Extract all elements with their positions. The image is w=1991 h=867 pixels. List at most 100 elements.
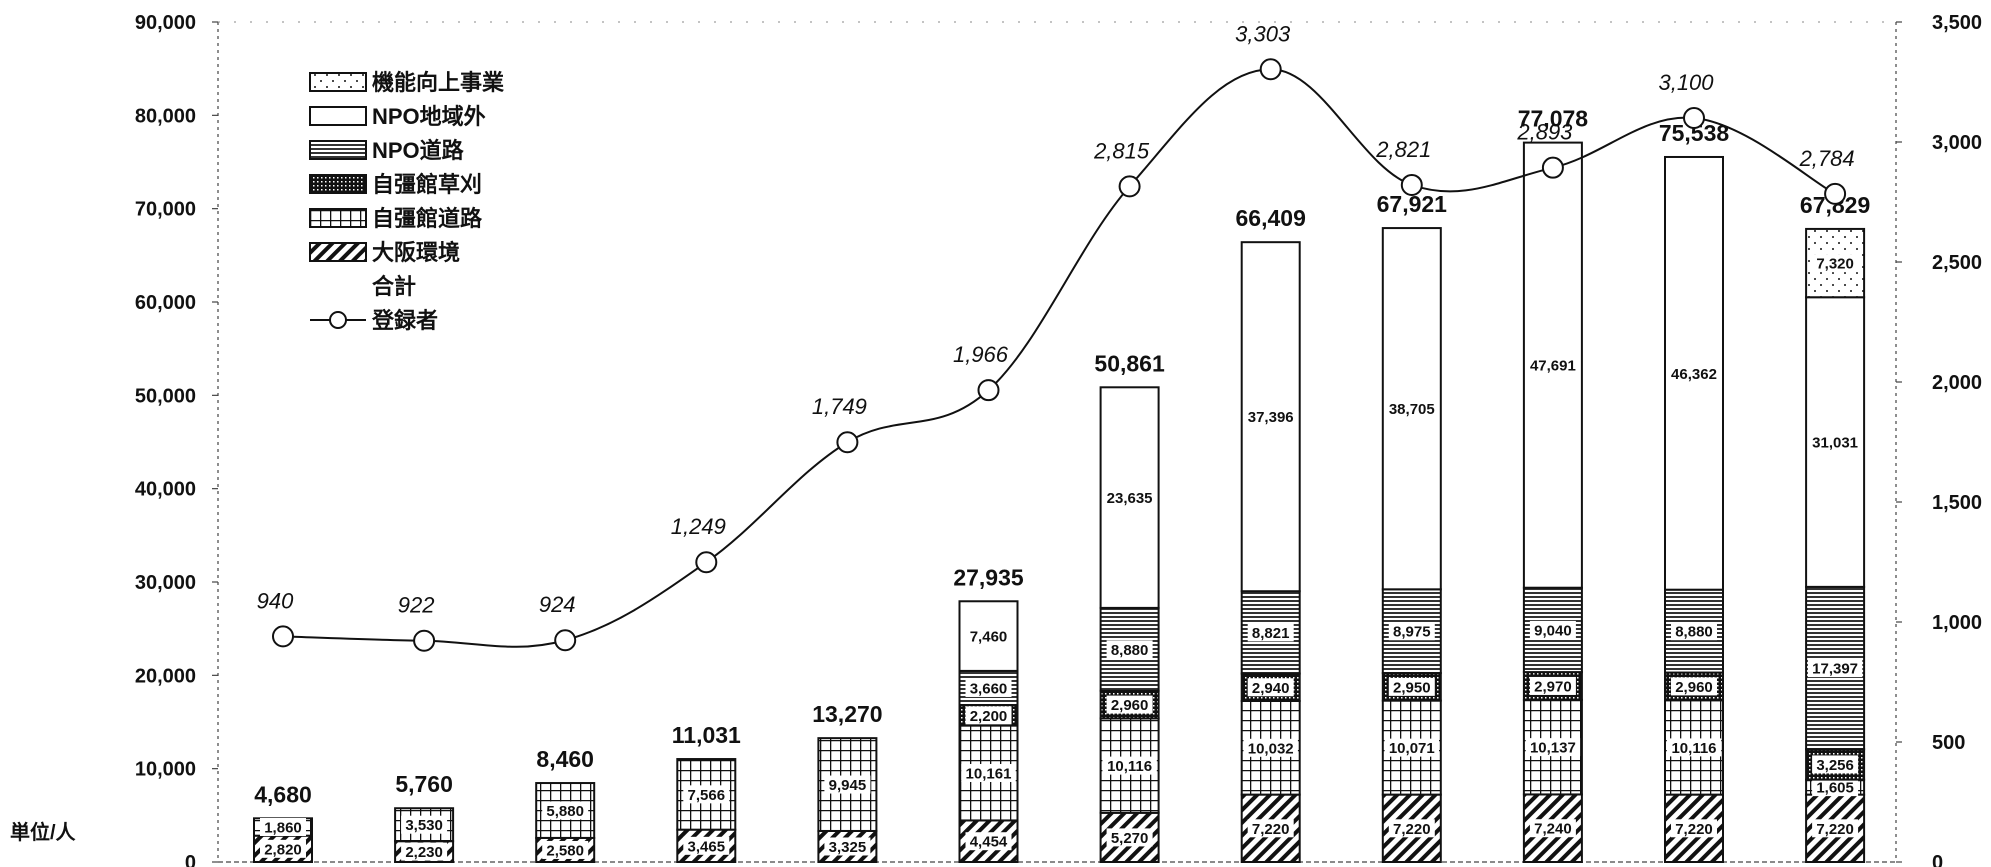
segment-label: 10,116 <box>1107 758 1152 775</box>
segment-label: 23,635 <box>1107 490 1153 507</box>
line-marker <box>1541 156 1564 179</box>
left-tick-label: 30,000 <box>135 572 196 594</box>
line-marker <box>1118 175 1141 198</box>
legend-label: 登録者 <box>371 308 438 333</box>
segment-label: 9,945 <box>829 777 867 794</box>
segment-label-bg <box>965 706 1012 725</box>
line-marker <box>1400 173 1423 196</box>
segment-label: 3,325 <box>829 839 867 856</box>
segment-label-bg <box>1243 407 1298 426</box>
right-axis: 0 500 1,000 1,500 2,000 2,500 3,000 3,500 <box>1896 12 1982 867</box>
segment-label-bg <box>1807 659 1863 678</box>
legend-swatch <box>309 242 367 262</box>
legend-label: NPO地域外 <box>372 104 486 129</box>
segment-label-bg <box>1102 488 1157 507</box>
segment-label-bg <box>1671 819 1717 838</box>
segment-label-bg <box>1671 622 1717 641</box>
segment-label: 8,821 <box>1252 625 1290 642</box>
legend-label: 合計 <box>372 274 416 299</box>
legend-swatch <box>309 106 367 126</box>
segment-label: 7,566 <box>688 787 726 804</box>
segment-label-bg <box>1807 433 1863 452</box>
segment-label: 17,397 <box>1812 661 1858 678</box>
segment-label-bg <box>1812 254 1859 273</box>
legend-label: NPO道路 <box>372 138 465 163</box>
left-tick-label: 80,000 <box>135 105 196 127</box>
segment-label-bg <box>1384 399 1439 418</box>
line-value-label: 3,100 <box>1658 70 1714 95</box>
segment-label: 8,880 <box>1675 624 1713 641</box>
line-value-label: 922 <box>398 593 435 618</box>
segment-label: 7,220 <box>1675 821 1713 838</box>
segment-label-bg <box>1384 738 1439 757</box>
segment-label-bg <box>260 818 306 836</box>
segment-label-bg <box>683 785 730 804</box>
segment-label: 7,320 <box>1816 256 1854 273</box>
segment-label-bg <box>965 627 1012 646</box>
segment-label-bg <box>401 842 448 861</box>
segment-label: 3,465 <box>688 838 726 855</box>
left-tick-label: 0 <box>185 852 196 867</box>
segment-label: 3,256 <box>1816 757 1854 774</box>
segment-label: 38,705 <box>1389 401 1435 418</box>
segment-label-bg <box>1247 623 1294 642</box>
segment-label-bg <box>1812 778 1859 797</box>
legend-label: 機能向上事業 <box>372 70 505 95</box>
total-label: 77,078 <box>1518 106 1589 132</box>
segment-label: 7,220 <box>1252 821 1290 838</box>
segment-label-bg <box>1671 677 1717 696</box>
segment-label-bg <box>542 840 589 859</box>
segment-label-bg <box>1106 828 1153 847</box>
left-tick-label: 50,000 <box>135 385 196 407</box>
segment-label-bg <box>1243 738 1298 757</box>
total-label: 50,861 <box>1094 350 1165 376</box>
legend-label: 大阪環境 <box>372 240 460 265</box>
left-tick-label: 60,000 <box>135 292 196 314</box>
segment-label: 2,950 <box>1393 679 1431 696</box>
right-tick-label: 2,500 <box>1932 252 1982 274</box>
right-tick-label: 1,500 <box>1932 492 1982 514</box>
segment-label-bg <box>1812 819 1859 838</box>
segment-label-bg <box>1525 738 1581 757</box>
legend-swatch <box>309 72 367 92</box>
segment-label: 2,960 <box>1675 679 1713 696</box>
segment-label-bg <box>1247 819 1294 838</box>
segment-label: 2,580 <box>546 842 584 859</box>
line-marker <box>977 379 1000 402</box>
segment-label-bg <box>542 801 589 820</box>
line-value-label: 1,966 <box>953 342 1009 367</box>
segment-label: 2,970 <box>1534 678 1572 695</box>
segment-label: 3,530 <box>405 817 443 834</box>
right-tick-label: 1,000 <box>1932 612 1982 634</box>
segment-label: 8,975 <box>1393 624 1431 641</box>
line-value-label: 924 <box>539 592 576 617</box>
segment-label-bg <box>1106 640 1153 659</box>
segment-label: 2,960 <box>1111 697 1149 714</box>
left-tick-label: 10,000 <box>135 759 196 781</box>
segment-label-bg <box>683 836 730 855</box>
left-tick-label: 90,000 <box>135 12 196 34</box>
line-marker <box>1824 182 1847 205</box>
line-value-label: 3,303 <box>1235 21 1291 46</box>
segment-label: 5,880 <box>546 803 584 820</box>
right-tick-label: 3,500 <box>1932 12 1982 34</box>
bars: 2,820 1,860 4,680 2,230 3,530 5,760 2,580 5,880… <box>253 106 1870 864</box>
line-value-label: 1,749 <box>812 394 867 419</box>
segment-label: 7,220 <box>1816 821 1854 838</box>
segment-label: 7,460 <box>970 629 1008 646</box>
legend-swatch <box>309 174 367 194</box>
segment-label-bg <box>1388 677 1435 696</box>
segment-label-bg <box>1247 678 1294 697</box>
line-value-label: 940 <box>257 588 294 613</box>
line-series: 940 922 924 1,249 1,749 1,966 2,815 3,303 2,821 2… <box>257 21 1855 652</box>
segment-label: 37,396 <box>1248 409 1294 426</box>
total-label: 5,760 <box>395 771 453 797</box>
segment-label: 4,454 <box>970 834 1008 851</box>
segment-label-bg <box>961 764 1016 783</box>
segment-label-bg <box>1666 738 1722 757</box>
segment-label-bg <box>1525 356 1581 375</box>
unit-label: 単位/人 <box>10 820 77 844</box>
total-label: 27,935 <box>953 564 1024 590</box>
